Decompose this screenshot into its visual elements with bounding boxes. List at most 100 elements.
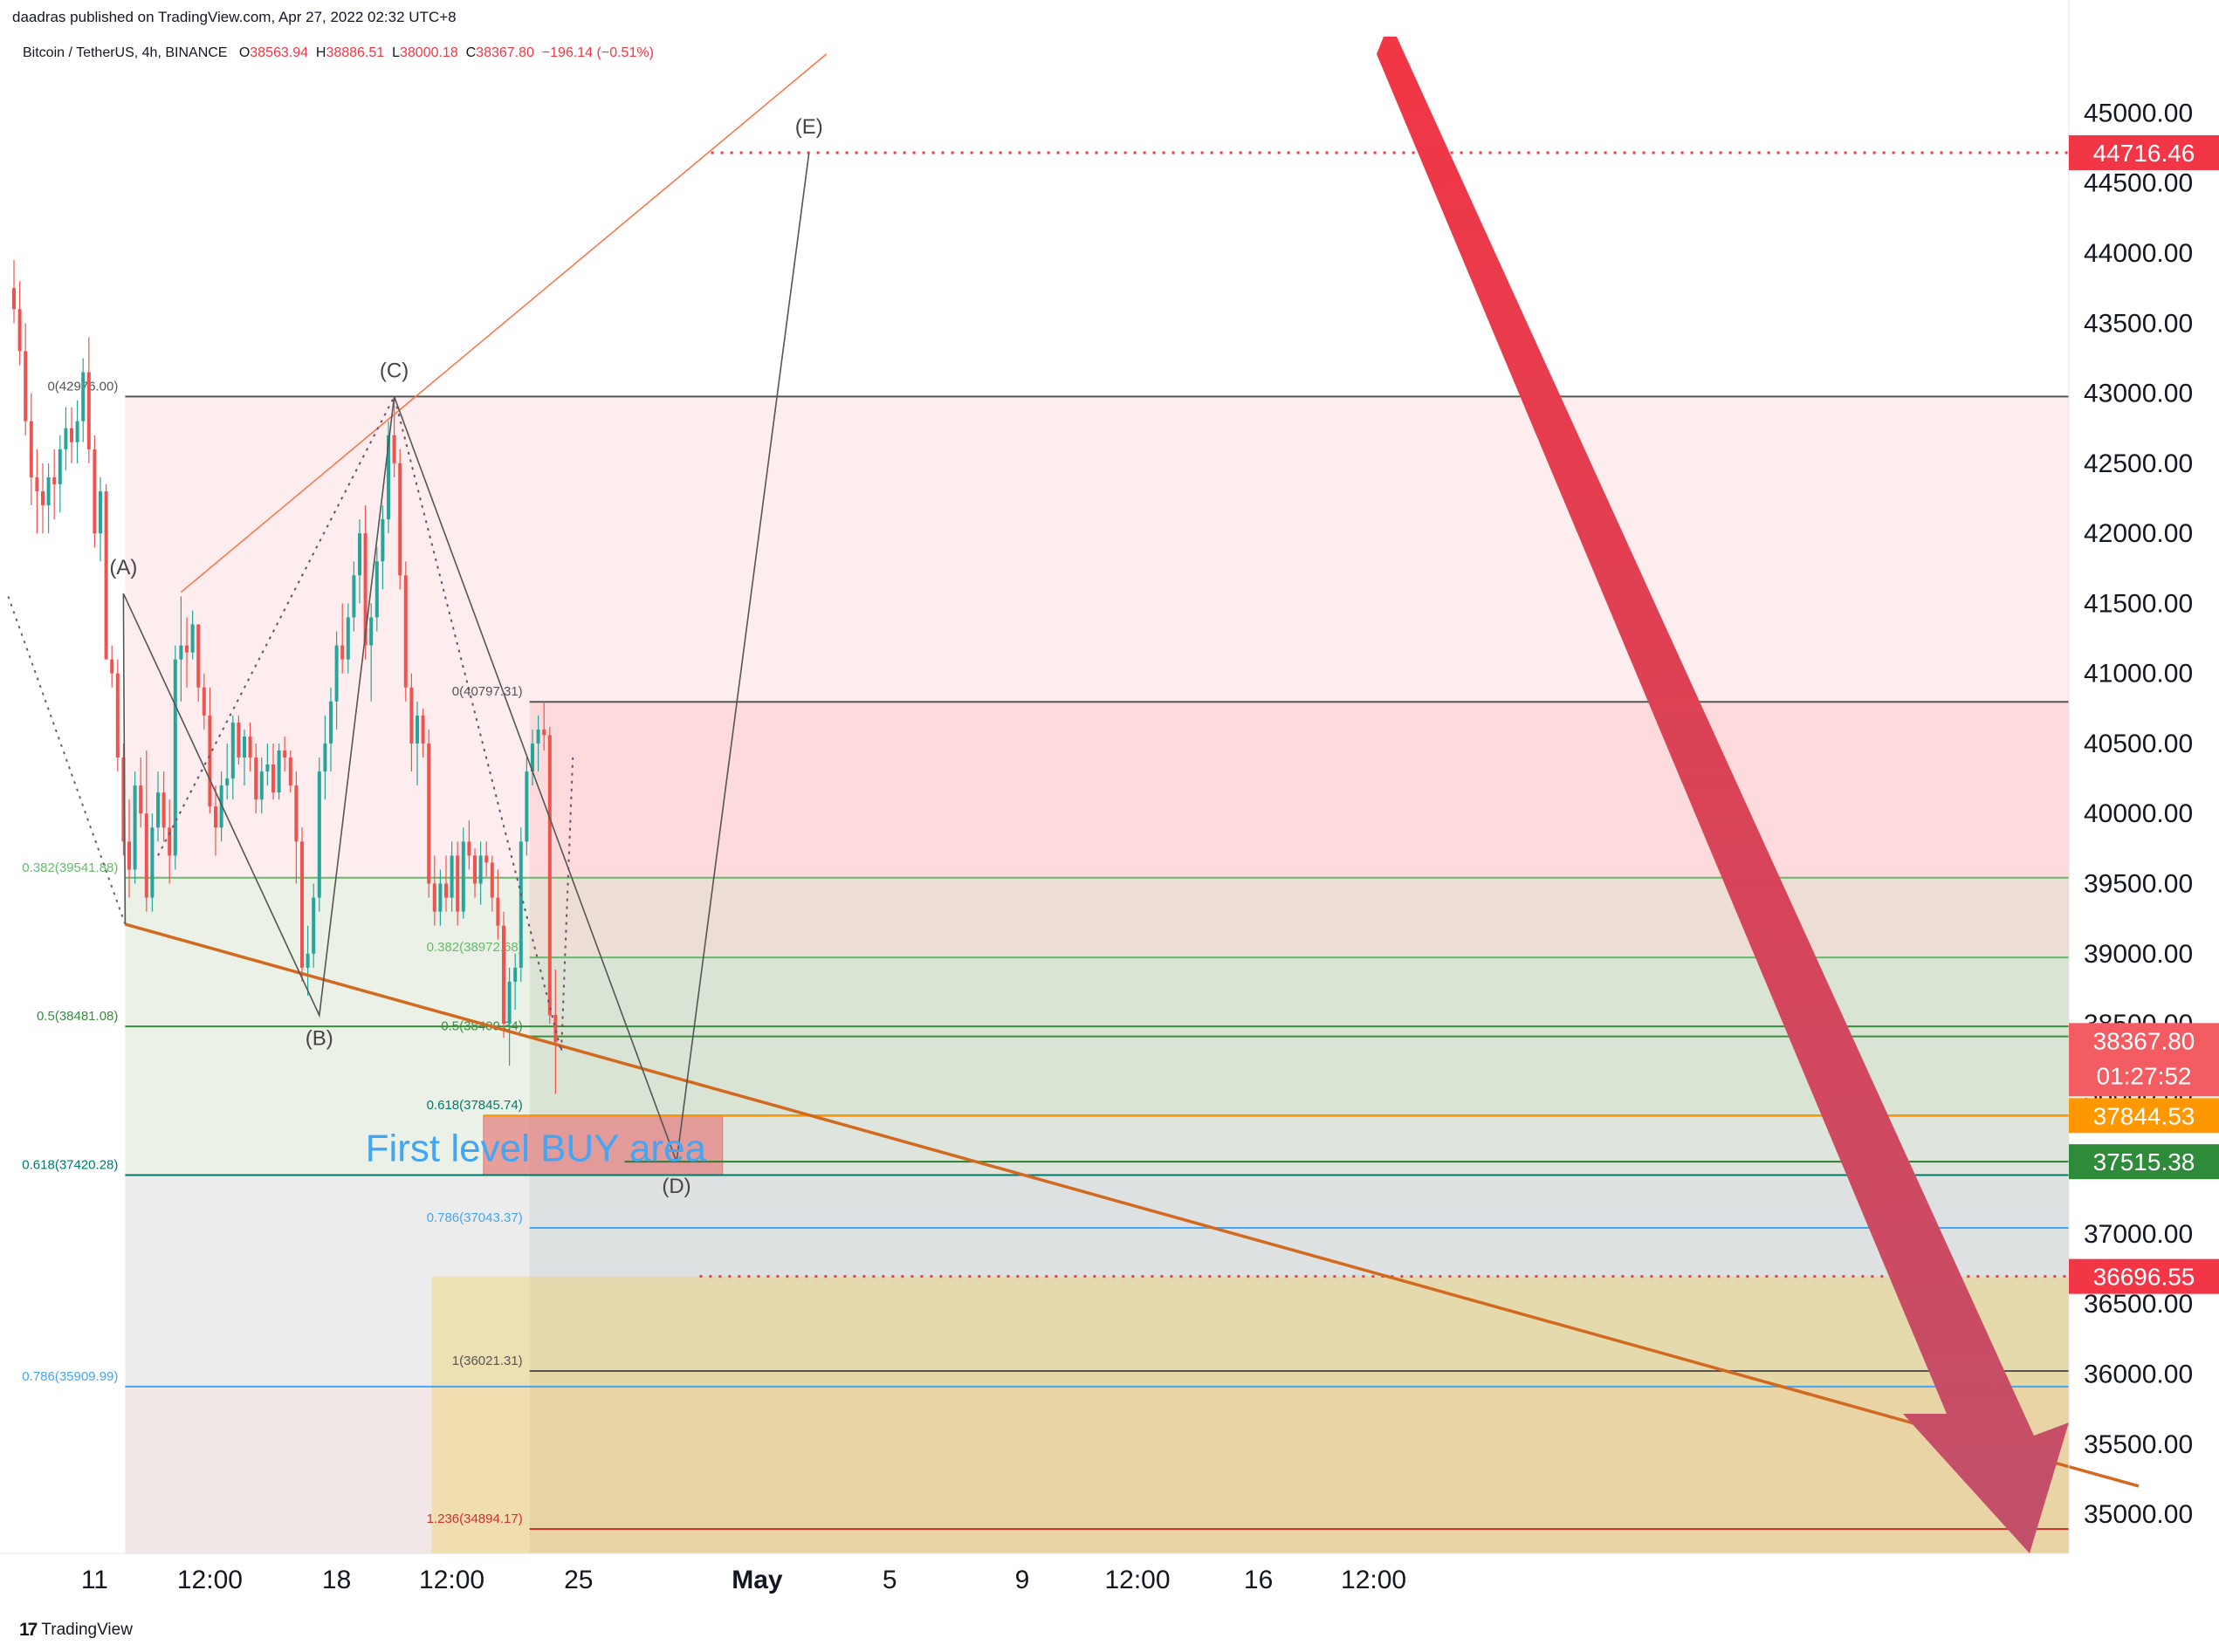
candle-body xyxy=(104,490,108,660)
candle-body xyxy=(531,743,534,772)
footer: 17 TradingView xyxy=(19,1620,133,1641)
y-tick-label: 44500.00 xyxy=(2084,169,2193,198)
candle-body xyxy=(461,841,465,912)
wave-label: (E) xyxy=(795,115,823,139)
candle-body xyxy=(127,841,131,870)
candle-body xyxy=(161,792,166,828)
fib2-level-1236-label: 1.236(34894.17) xyxy=(427,1511,523,1526)
candle-body xyxy=(139,785,143,814)
x-tick-label: 12:00 xyxy=(177,1566,243,1594)
wave-label: (A) xyxy=(109,556,137,579)
candle-body xyxy=(398,463,402,576)
candle-body xyxy=(542,729,546,736)
fib-level-0786-label: 0.786(35909.99) xyxy=(22,1369,118,1384)
candle-body xyxy=(230,722,235,779)
high-label: H xyxy=(315,45,326,60)
candle-body xyxy=(444,883,448,898)
brand-name: TradingView xyxy=(41,1621,133,1639)
candle-body xyxy=(467,841,471,856)
candle-body xyxy=(64,428,68,449)
y-tick-label: 41500.00 xyxy=(2084,589,2193,618)
y-tick-label: 42500.00 xyxy=(2084,449,2193,478)
price-tag-value: 44716.46 xyxy=(2093,140,2195,167)
candle-body xyxy=(179,645,183,660)
fib2-level-0382-label: 0.382(38972.68) xyxy=(427,940,523,955)
candle-body xyxy=(473,855,477,884)
candle-body xyxy=(58,449,62,484)
open-label: O xyxy=(238,45,251,60)
price-tags-layer: 44716.46 38367.80 01:27:52 37844.53 37515.38… xyxy=(2069,134,2219,1294)
fib-level-05-label: 0.5(38481.08) xyxy=(37,1009,118,1024)
x-tick-label: 5 xyxy=(883,1566,897,1594)
candle-body xyxy=(219,785,223,828)
candle-body xyxy=(329,701,333,744)
candle-body xyxy=(265,764,270,772)
candle-body xyxy=(277,750,281,793)
candle-body xyxy=(17,309,22,352)
candle-body xyxy=(312,897,316,954)
candle-body xyxy=(29,421,33,477)
open-value: 38563.94 xyxy=(250,45,308,60)
candle-body xyxy=(387,435,390,520)
bearish-arrow xyxy=(1377,37,2069,1553)
target-zone-yellow xyxy=(431,1276,2069,1553)
fib-level-0618-label: 0.618(37420.28) xyxy=(22,1157,118,1172)
wave-label: (B) xyxy=(306,1026,333,1050)
candle-body xyxy=(409,687,414,744)
candle-body xyxy=(46,476,51,506)
y-tick-label: 40000.00 xyxy=(2084,799,2193,828)
x-tick-label: 12:00 xyxy=(1341,1566,1406,1594)
elliott-wave-path xyxy=(122,152,810,1162)
low-value: 38000.18 xyxy=(399,45,458,60)
candle-body xyxy=(121,757,126,842)
tradingview-logo: 17 xyxy=(19,1620,38,1640)
candle-body xyxy=(340,645,345,660)
candle-body xyxy=(93,449,97,534)
close-label: C xyxy=(465,45,477,60)
candle-body xyxy=(427,743,431,884)
candle-body xyxy=(513,967,518,982)
candle-body xyxy=(81,372,86,422)
y-tick-label: 42000.00 xyxy=(2084,519,2193,548)
fib2-level-1-label: 1(36021.31) xyxy=(452,1354,523,1368)
x-tick-label: 25 xyxy=(564,1566,593,1594)
candle-body xyxy=(553,1014,558,1043)
candle-body xyxy=(70,428,73,442)
candle-body xyxy=(202,687,206,716)
price-tag-countdown: 01:27:52 xyxy=(2097,1062,2192,1089)
y-tick-label: 45000.00 xyxy=(2084,99,2193,127)
candle-body xyxy=(24,351,28,422)
candle-body xyxy=(248,736,252,758)
fib-zone-grey xyxy=(125,1175,2070,1387)
upper-trendline xyxy=(180,53,828,593)
candle-body xyxy=(144,813,148,898)
candle-body xyxy=(306,953,310,968)
fib-zone-lower xyxy=(125,1386,2070,1553)
y-tick-label: 44000.00 xyxy=(2084,239,2193,268)
candle-body xyxy=(12,288,16,310)
candle-body xyxy=(519,841,523,968)
symbol-name[interactable]: Bitcoin / TetherUS, 4h, BINANCE xyxy=(23,45,228,60)
y-tick-label: 36500.00 xyxy=(2084,1290,2193,1319)
candle-body xyxy=(317,771,321,898)
x-tick-label: 12:00 xyxy=(419,1566,484,1594)
candle-body xyxy=(208,715,212,807)
candle-body xyxy=(52,476,57,484)
fib-zone-red xyxy=(125,396,2070,878)
candle-body xyxy=(243,736,246,758)
price-tag-value: 38367.80 xyxy=(2093,1027,2195,1054)
candle-body xyxy=(363,533,368,646)
fib2-zone-red xyxy=(529,702,2070,958)
x-tick-label: 11 xyxy=(81,1566,108,1594)
candle-body xyxy=(86,372,91,449)
candle-body xyxy=(525,771,529,842)
candle-body xyxy=(450,855,454,898)
candle-body xyxy=(432,883,436,912)
y-tick-label: 35500.00 xyxy=(2084,1430,2193,1459)
x-tick-label: 16 xyxy=(1244,1566,1273,1594)
candle-body xyxy=(110,659,114,674)
candle-body xyxy=(536,729,540,744)
y-tick-label: 37000.00 xyxy=(2084,1220,2193,1249)
low-label: L xyxy=(392,45,400,60)
